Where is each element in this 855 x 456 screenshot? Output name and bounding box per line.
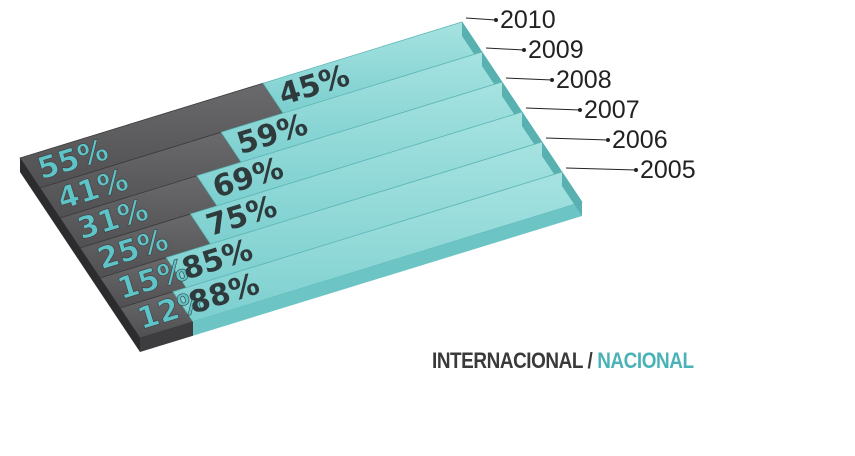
leader-line-2007 [525,107,581,111]
legend-separator: / [587,348,593,373]
year-label-2005: 2005 [640,156,696,184]
year-label-2009: 2009 [528,36,584,64]
leader-line-2008 [505,77,553,81]
bar-right-cap-2005 [562,172,582,216]
leader-dot-2007 [578,108,582,112]
year-label-2006: 2006 [612,126,668,154]
bar-left-cap-2006 [100,278,120,322]
leader-line-2006 [545,137,609,141]
bar-left-cap-2009 [40,188,60,232]
leader-dot-2005 [634,168,638,172]
bar-left-cap-2010 [20,158,40,202]
bar-left-cap-2007 [80,248,100,292]
leader-dot-2009 [522,48,526,52]
bar-internacional-front-2005 [140,321,193,352]
legend: INTERNACIONAL / NACIONAL [432,348,694,374]
bar-left-cap-2005 [120,308,140,352]
bar-row-2005: 12%88% [119,171,583,352]
leader-dot-2006 [606,138,610,142]
year-label-2008: 2008 [556,66,612,94]
bar-left-cap-2008 [60,218,80,262]
leader-line-2009 [485,47,525,51]
legend-internacional: INTERNACIONAL [432,348,583,373]
leader-line-2010 [465,17,497,21]
leader-line-2005 [565,167,637,171]
legend-nacional: NACIONAL [597,348,694,373]
year-label-2010: 2010 [500,6,556,34]
leader-dot-2008 [550,78,554,82]
label-internacional-2005: 12% [134,283,213,338]
leader-dot-2010 [494,18,498,22]
bars-group: 55%45%41%59%31%69%25%75%15%85%12%88% [19,21,583,352]
year-label-2007: 2007 [584,96,640,124]
bar-nacional-front-2005 [193,202,582,336]
